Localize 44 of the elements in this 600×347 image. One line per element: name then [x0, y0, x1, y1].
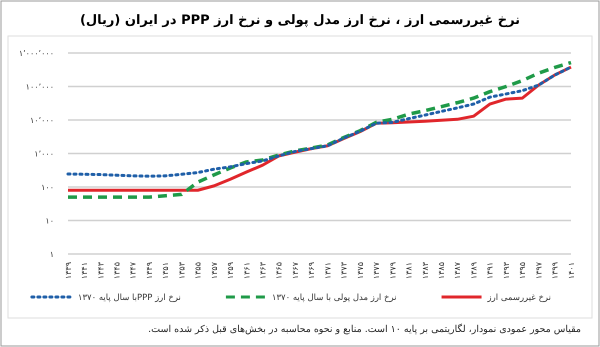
x-tick-label: ۱۳۵۳ [177, 261, 186, 280]
x-tick-label: ۱۳۳۹ [64, 262, 73, 280]
x-tick-label: ۱۳۶۳ [258, 261, 268, 280]
x-tick-label: ۱۳۴۹ [144, 262, 154, 280]
x-tick-label: ۱۳۷۱ [323, 262, 332, 280]
x-tick-label: ۱۳۷۵ [356, 262, 365, 280]
x-tick-label: ۱۳۹۳ [502, 261, 511, 280]
x-tick-label: ۱۳۶۱ [242, 262, 252, 280]
x-tick-label: ۱۳۹۱ [486, 262, 495, 280]
x-tick-label: ۱۳۴۱ [80, 262, 90, 280]
legend-label: نرخ ارز مدل پولی با سال پایه ۱۳۷۰ [272, 292, 397, 303]
x-tick-label: ۱۳۸۵ [436, 262, 446, 280]
y-tick-label: ۱۰٬۰۰۰ [30, 116, 54, 125]
y-tick-label: ۱۰ [45, 216, 54, 226]
x-tick-label: ۱۳۸۳ [420, 261, 430, 280]
x-tick-label: ۱۳۸۹ [469, 262, 478, 280]
x-tick-label: ۱۴۰۱ [566, 262, 576, 280]
x-tick-label: ۱۳۵۱ [161, 262, 170, 280]
x-tick-label: ۱۳۵۹ [226, 262, 236, 280]
legend-label: نرخ ارز PPPبا سال پایه ۱۳۷۰ [78, 292, 181, 303]
y-tick-label: ۱۰۰ [41, 182, 54, 192]
x-tick-label: ۱۳۷۳ [340, 261, 349, 280]
x-tick-label: ۱۳۶۷ [290, 261, 300, 280]
x-tick-label: ۱۳۴۳ [96, 261, 106, 280]
x-tick-label: ۱۳۶۹ [307, 262, 316, 280]
text: مقیاس محور عمودی نمودار، لگاریتمی بر پایه ۱۰ است. منابع و نحوه محاسبه در بخش‌های قبل ذکر شده است. [148, 323, 581, 335]
x-tick-label: ۱۳۹۹ [550, 262, 560, 280]
legend-label: نرخ غیررسمی ارز [486, 292, 551, 303]
x-tick-label: ۱۳۴۵ [112, 262, 122, 280]
x-tick-label: ۱۳۸۱ [404, 262, 414, 280]
x-tick-label: ۱۳۸۷ [453, 261, 462, 280]
y-tick-label: ۱٬۰۰۰ [34, 149, 54, 158]
y-tick-label: ۱ [50, 250, 54, 259]
y-tick-label: ۱٬۰۰۰٬۰۰۰ [18, 48, 54, 58]
x-tick-label: ۱۳۹۵ [518, 262, 528, 280]
y-tick-label: ۱۰۰٬۰۰۰ [26, 82, 54, 92]
x-tick-label: ۱۳۷۹ [388, 262, 398, 280]
x-tick-label: ۱۳۶۵ [274, 262, 284, 280]
x-tick-label: ۱۳۴۷ [128, 261, 138, 280]
x-tick-label: ۱۳۵۷ [210, 261, 219, 280]
x-tick-label: ۱۳۷۷ [372, 261, 382, 280]
chart-title: نرخ غیررسمی ارز ، نرخ ارز مدل پولی و نرخ ارز PPP در ایران (ریال) [80, 13, 520, 28]
x-tick-label: ۱۳۹۷ [534, 261, 544, 280]
x-tick-label: ۱۳۵۵ [194, 262, 203, 280]
